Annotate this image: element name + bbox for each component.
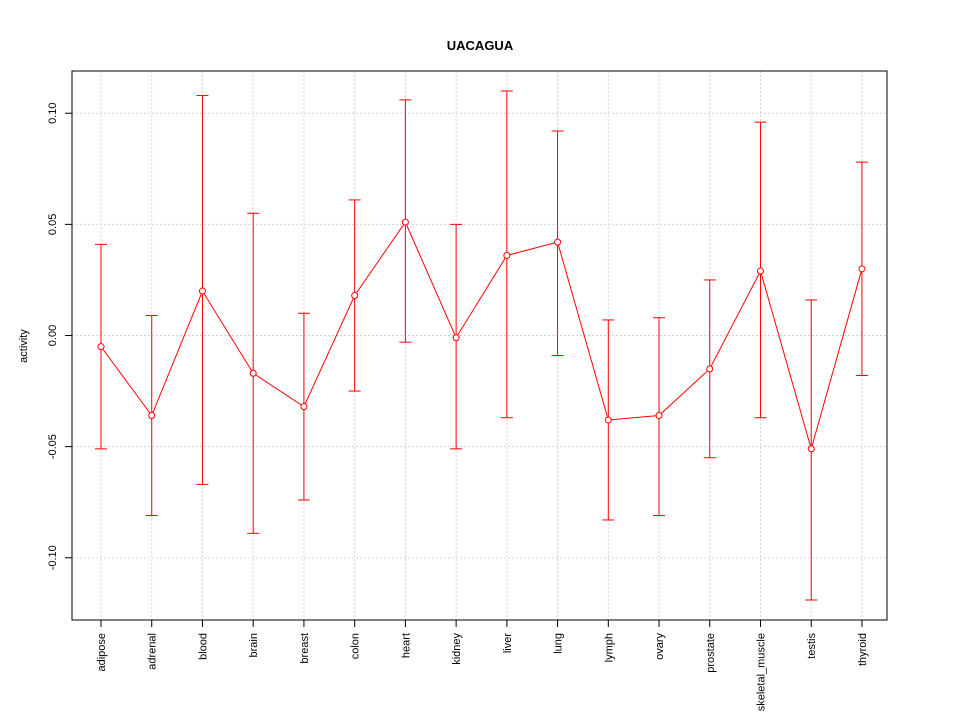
x-tick-label: heart [400,633,412,658]
data-point [97,343,105,351]
x-tick-label: prostate [705,633,717,673]
x-tick-label: breast [299,633,311,664]
y-tick-label: 0.00 [47,325,59,346]
x-tick-label: kidney [451,633,463,665]
series-line [100,221,863,451]
x-tick-label: blood [197,633,209,660]
data-point [198,287,206,295]
y-tick-label: 0.05 [47,214,59,235]
x-tick-label: lymph [603,633,615,662]
data-point [503,251,511,259]
data-point [756,267,764,275]
x-axis: adipose adrenal blood brain breast colon heart… [96,620,869,711]
y-tick-label: -0.05 [47,434,59,459]
data-point [351,291,359,299]
y-axis: -0.10 -0.05 0.00 0.05 0.10 [47,103,72,570]
plot-frame [71,70,888,621]
data-point [604,416,612,424]
x-tick-label: liver [502,633,514,654]
x-tick-label: ovary [654,633,666,660]
x-tick-label: brain [248,633,260,657]
x-tick-label: lung [553,633,565,654]
data-point [655,412,663,420]
grid [72,71,887,620]
data-point [148,412,156,420]
data-point [858,265,866,273]
data-point [249,369,257,377]
x-tick-label: adipose [96,633,108,672]
x-tick-label: skeletal_muscle [755,633,767,711]
x-tick-label: testis [806,633,818,659]
data-point [807,445,815,453]
data-point [706,365,714,373]
data-point [554,238,562,246]
x-tick-label: adrenal [147,633,159,670]
data-point [300,403,308,411]
data-point [401,218,409,226]
x-tick-label: thyroid [857,633,869,666]
chart-title: UACAGUA [447,38,514,53]
y-axis-label: activity [18,329,30,363]
series [95,90,868,601]
x-tick-label: colon [350,633,362,659]
y-tick-label: -0.10 [47,545,59,570]
y-tick-label: 0.10 [47,103,59,124]
data-point [452,334,460,342]
